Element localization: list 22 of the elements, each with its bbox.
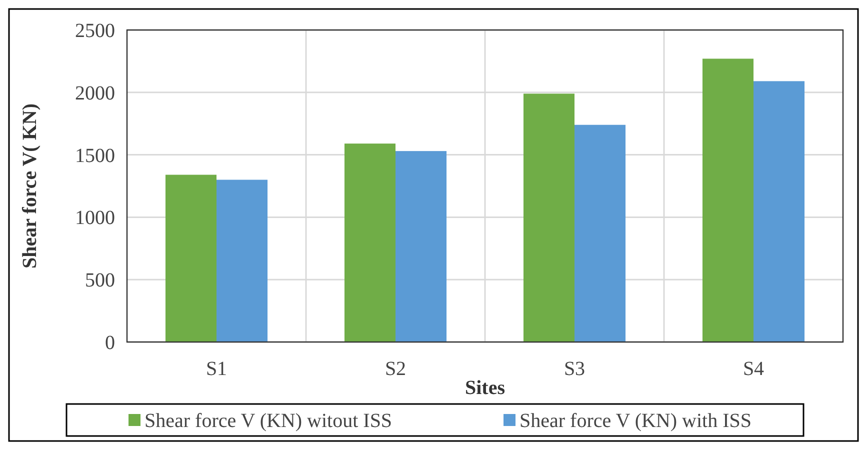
y-axis-title: Shear force V( KN) bbox=[19, 104, 41, 268]
bar bbox=[165, 174, 216, 342]
bar bbox=[216, 180, 268, 342]
bar bbox=[396, 151, 447, 342]
bar bbox=[523, 94, 574, 342]
x-axis-title: Sites bbox=[465, 377, 506, 399]
y-tick-label: 0 bbox=[105, 332, 115, 354]
legend-label: Shear force V (KN) witout ISS bbox=[144, 410, 392, 432]
bar bbox=[702, 58, 754, 342]
x-tick-label: S2 bbox=[384, 358, 406, 380]
y-tick-label: 2000 bbox=[75, 82, 115, 104]
x-tick-label: S3 bbox=[564, 358, 586, 380]
y-tick-label: 1000 bbox=[75, 207, 115, 230]
bar bbox=[754, 81, 805, 342]
bar bbox=[574, 124, 626, 342]
bar bbox=[344, 144, 396, 342]
x-tick-label: S4 bbox=[742, 358, 764, 380]
y-tick-label: 500 bbox=[85, 270, 115, 292]
legend-label: Shear force V (KN) with ISS bbox=[520, 410, 752, 432]
y-tick-label: 2500 bbox=[75, 20, 115, 42]
x-tick-label: S1 bbox=[206, 358, 228, 380]
y-tick-label: 1500 bbox=[75, 144, 115, 167]
